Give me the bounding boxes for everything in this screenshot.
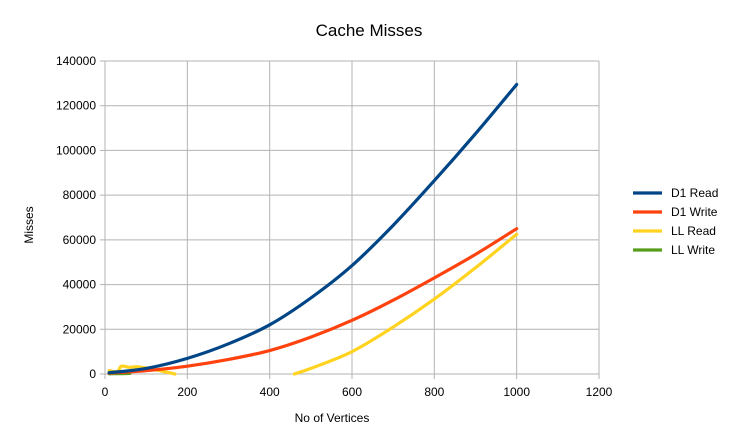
y-tick-label: 80000: [63, 188, 97, 202]
x-axis-title: No of Vertices: [295, 411, 370, 425]
series-line-d1-read: [107, 82, 519, 375]
series-line-ll-read: [107, 232, 519, 376]
series-layer: [107, 82, 519, 376]
x-tick-label: 600: [342, 385, 362, 399]
y-tick-label: 20000: [63, 322, 97, 336]
y-tick-label: 40000: [63, 278, 97, 292]
x-tick-label: 800: [424, 385, 444, 399]
y-tick-label: 140000: [56, 54, 96, 68]
x-tick-label: 1200: [586, 385, 613, 399]
y-tick-label: 120000: [56, 99, 96, 113]
x-tick-label: 400: [260, 385, 280, 399]
chart-title: Cache Misses: [316, 21, 423, 40]
y-tick-label: 100000: [56, 143, 96, 157]
tick-labels: 0 20000 40000 60000 80000 100000 120000 140000 0…: [56, 54, 613, 399]
series-line-d1-write: [107, 227, 519, 375]
y-tick-label: 60000: [63, 233, 97, 247]
y-tick-label: 0: [89, 367, 96, 381]
y-axis-title: Misses: [22, 206, 36, 243]
legend: D1 Read D1 Write LL Read LL Write: [633, 186, 718, 257]
x-tick-label: 200: [177, 385, 197, 399]
x-tick-label: 1000: [503, 385, 530, 399]
grid: [100, 60, 600, 379]
legend-label-d1-write: D1 Write: [671, 205, 718, 219]
legend-label-ll-write: LL Write: [671, 243, 715, 257]
legend-label-ll-read: LL Read: [671, 224, 716, 238]
legend-label-d1-read: D1 Read: [671, 186, 718, 200]
x-tick-label: 0: [102, 385, 109, 399]
